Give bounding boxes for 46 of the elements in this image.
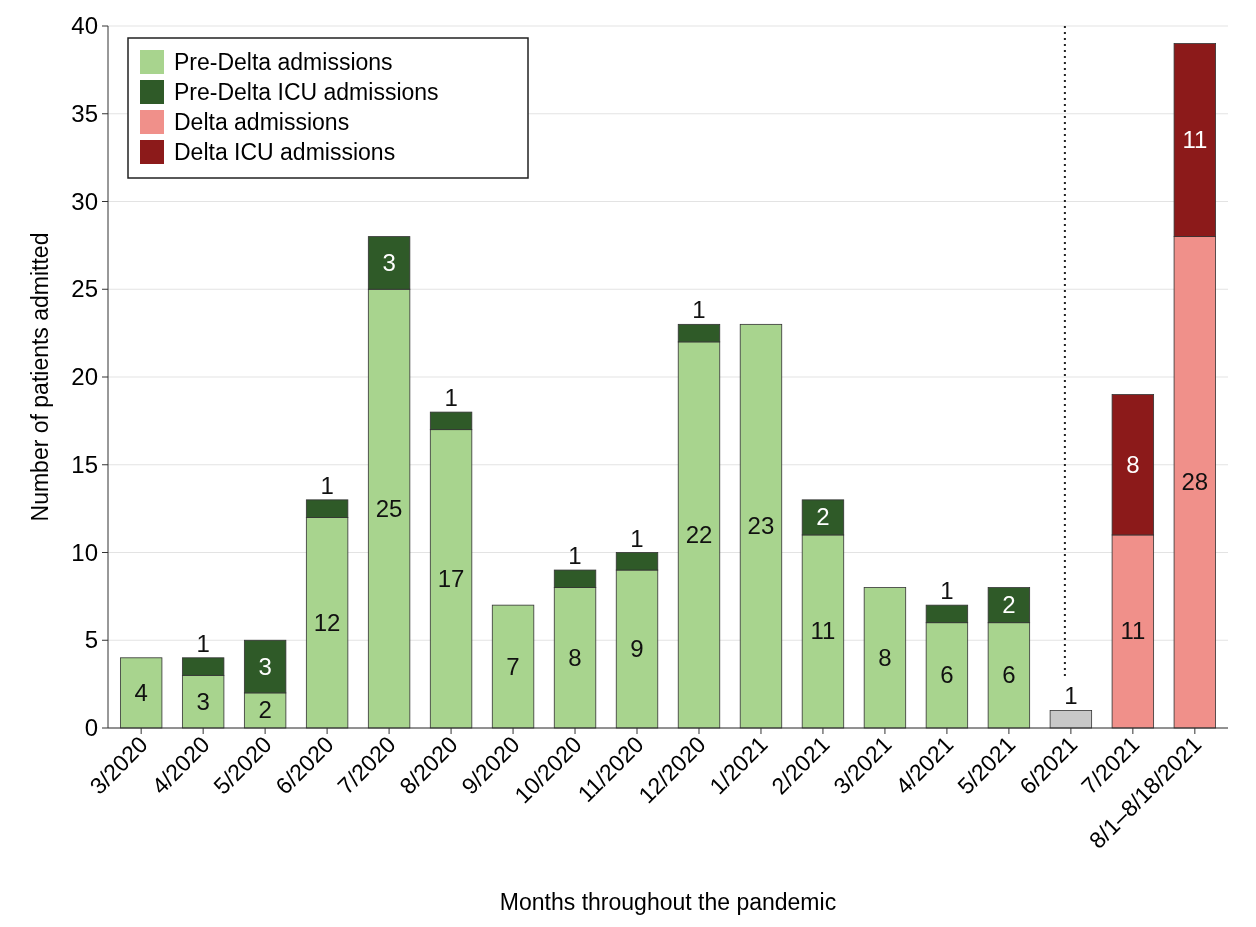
legend-label: Delta ICU admissions [174,139,396,165]
x-axis-title: Months throughout the pandemic [499,889,837,915]
data-label: 8 [878,643,892,671]
data-label: 11 [1182,126,1208,154]
data-label: 2 [816,503,830,531]
y-tick-label: 40 [71,12,98,39]
legend-label: Pre-Delta admissions [174,49,393,75]
data-label: 9 [630,635,644,663]
data-label: 1 [568,542,582,570]
data-label: 3 [258,652,272,680]
y-axis-title: Number of patients admitted [27,232,53,522]
data-label: 3 [382,248,396,276]
data-label: 2 [1002,591,1016,619]
data-label: 1 [940,577,954,605]
data-label: 11 [810,617,836,645]
legend-label: Delta admissions [174,109,350,135]
data-label: 4 [134,678,148,706]
data-label: 28 [1181,468,1209,496]
data-label: 6 [1002,661,1016,689]
y-tick-label: 15 [71,450,98,478]
y-tick-label: 30 [71,187,98,215]
data-label: 22 [685,520,713,548]
data-label: 1 [444,384,458,412]
data-label: 8 [568,643,582,671]
data-label: 12 [313,608,341,636]
data-label: 8 [1126,450,1140,478]
data-label: 7 [506,652,520,680]
data-label: 17 [437,564,465,592]
data-label: 23 [747,512,775,540]
data-label: 6 [940,661,954,689]
data-label: 2 [258,696,272,724]
y-tick-label: 25 [71,275,98,303]
y-tick-label: 10 [71,538,98,566]
data-label: 25 [375,494,403,522]
data-label: 1 [320,471,334,499]
data-label: 3 [196,687,210,715]
y-tick-label: 0 [84,714,98,741]
y-tick-label: 35 [71,99,98,127]
y-tick-label: 20 [71,363,98,390]
data-label: 11 [1120,617,1146,645]
data-label: 1 [1064,682,1078,710]
y-tick-label: 5 [84,626,98,654]
data-label: 1 [630,524,644,552]
data-label: 1 [692,296,706,324]
legend-label: Pre-Delta ICU admissions [174,79,439,105]
data-label: 1 [196,629,210,657]
